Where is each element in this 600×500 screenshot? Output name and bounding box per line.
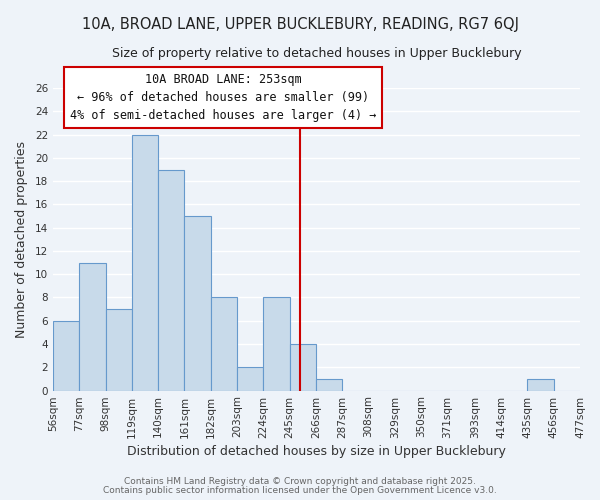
Bar [263,298,290,390]
Text: Contains HM Land Registry data © Crown copyright and database right 2025.: Contains HM Land Registry data © Crown c… [124,477,476,486]
Text: 10A BROAD LANE: 253sqm
← 96% of detached houses are smaller (99)
4% of semi-deta: 10A BROAD LANE: 253sqm ← 96% of detached… [70,73,376,122]
Title: Size of property relative to detached houses in Upper Bucklebury: Size of property relative to detached ho… [112,48,521,60]
Bar [132,134,158,390]
Bar [237,368,263,390]
Bar [79,262,106,390]
Bar [158,170,184,390]
Bar [316,379,342,390]
Text: Contains public sector information licensed under the Open Government Licence v3: Contains public sector information licen… [103,486,497,495]
Text: 10A, BROAD LANE, UPPER BUCKLEBURY, READING, RG7 6QJ: 10A, BROAD LANE, UPPER BUCKLEBURY, READI… [82,18,518,32]
Bar [527,379,554,390]
Bar [106,309,132,390]
Y-axis label: Number of detached properties: Number of detached properties [15,141,28,338]
Bar [184,216,211,390]
Bar [290,344,316,391]
Bar [211,298,237,390]
Bar [53,321,79,390]
X-axis label: Distribution of detached houses by size in Upper Bucklebury: Distribution of detached houses by size … [127,444,506,458]
